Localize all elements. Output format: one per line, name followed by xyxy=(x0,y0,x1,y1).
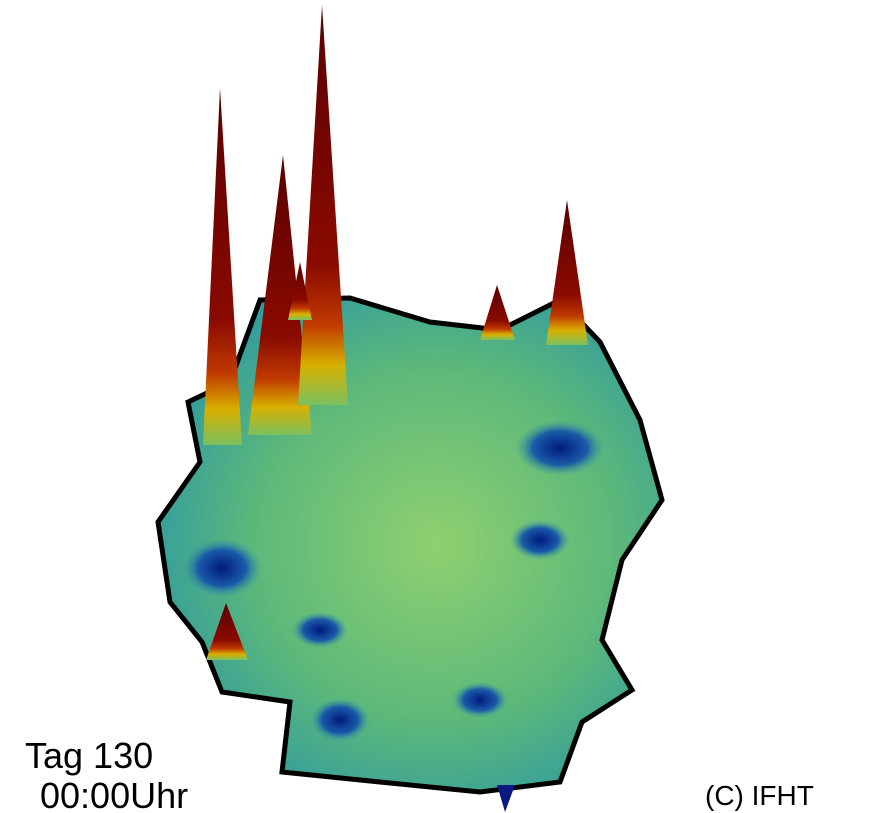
day-label: Tag 130 xyxy=(25,735,153,776)
copyright: (C) IFHT xyxy=(705,780,814,811)
time-label: 00:00Uhr xyxy=(40,775,188,813)
surface-map: Tag 130 00:00Uhr (C) IFHT xyxy=(0,0,884,813)
